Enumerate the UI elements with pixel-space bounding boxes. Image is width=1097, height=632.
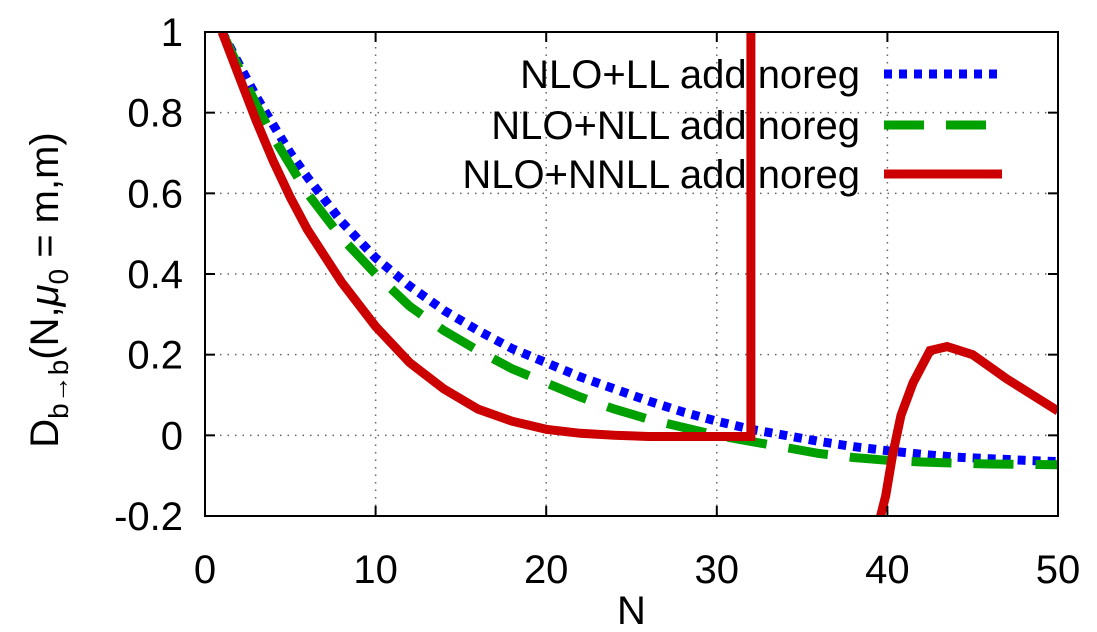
x-axis-label: N [617, 589, 646, 632]
x-tick-label: 10 [353, 548, 398, 592]
y-axis-label-mu-sub: 0 [43, 269, 74, 285]
y-tick-label: 0.2 [127, 334, 183, 378]
y-tick-label: 0 [161, 414, 183, 458]
legend-label-1: NLO+LL add noreg [520, 53, 860, 97]
x-tick-label: 20 [524, 548, 569, 592]
series-layer [217, 32, 1058, 516]
x-tick-label: 40 [865, 548, 910, 592]
y-axis-label-open: (N, [23, 306, 67, 359]
y-axis-label-mu: μ [23, 284, 67, 307]
y-tick-label: 1 [161, 11, 183, 55]
y-axis-label-sub: b→b [43, 360, 74, 419]
legend: NLO+LL add noreg NLO+NLL add noreg NLO+N… [462, 53, 1002, 197]
x-tick-label: 30 [695, 548, 740, 592]
x-tick-label: 50 [1036, 548, 1081, 592]
y-tick-label: 0.4 [127, 253, 183, 297]
y-tick-labels: -0.2 0 0.2 0.4 0.6 0.8 1 [114, 11, 183, 539]
y-tick-label: 0.6 [127, 172, 183, 216]
legend-label-3: NLO+NNLL add noreg [462, 153, 860, 197]
y-axis-label-rest: = m,m) [23, 132, 67, 269]
series-line-3 [217, 32, 1058, 516]
x-tick-label: 0 [194, 548, 216, 592]
y-axis-label: Db→b(N,μ0 = m,m) [23, 132, 74, 448]
y-tick-label: 0.8 [127, 92, 183, 136]
ticks [204, 31, 1059, 517]
series-line-1 [218, 32, 1058, 467]
legend-label-2: NLO+NLL add noreg [491, 104, 860, 148]
x-tick-labels: 0 10 20 30 40 50 [194, 548, 1080, 592]
y-axis-label-main: D [23, 419, 67, 448]
y-tick-label: -0.2 [114, 495, 183, 539]
